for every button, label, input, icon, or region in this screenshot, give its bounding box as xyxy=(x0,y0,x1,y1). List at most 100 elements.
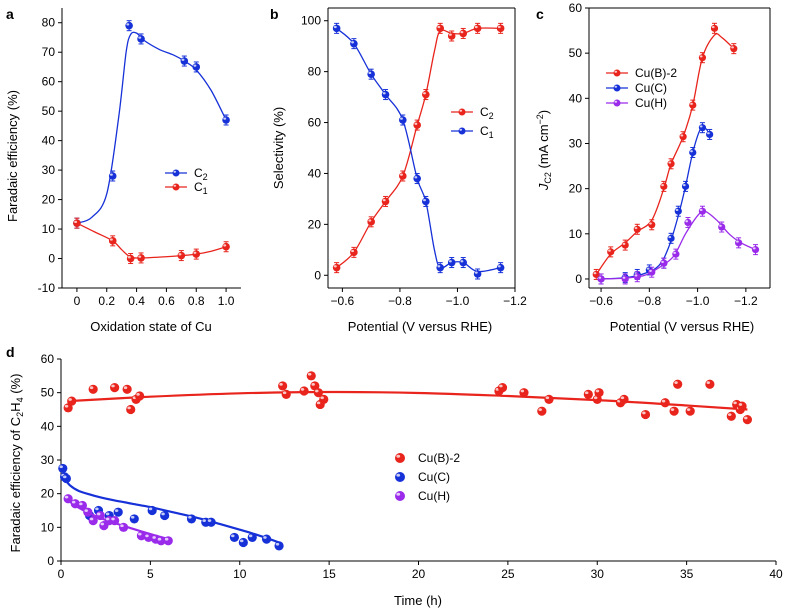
series-c2 xyxy=(73,20,230,229)
series-cu-b-2 xyxy=(63,371,753,425)
data-point xyxy=(667,234,675,242)
y-axis-title-mid: H xyxy=(8,402,23,411)
data-point xyxy=(497,383,508,393)
marker-highlight xyxy=(148,507,153,511)
marker-highlight xyxy=(752,247,756,250)
marker-highlight xyxy=(105,512,110,516)
legend-marker xyxy=(395,472,405,482)
legend-label: Cu(H) xyxy=(635,96,667,110)
marker-highlight xyxy=(674,381,678,385)
data-point xyxy=(648,268,656,276)
data-point xyxy=(621,241,629,249)
marker-highlight xyxy=(89,517,94,521)
data-point xyxy=(186,514,197,524)
marker-highlight xyxy=(161,512,165,516)
marker-fill xyxy=(689,148,697,157)
data-point xyxy=(88,516,98,526)
marker-highlight xyxy=(680,134,684,137)
marker-highlight xyxy=(136,393,140,396)
marker-highlight xyxy=(682,184,686,187)
marker-fill xyxy=(395,472,405,482)
legend-marker xyxy=(458,127,466,135)
marker-fill xyxy=(126,254,135,263)
data-point xyxy=(660,398,670,408)
data-point xyxy=(473,24,482,33)
legend-label-sub: 2 xyxy=(489,111,494,121)
data-point xyxy=(597,275,605,283)
x-axis-title: Oxidation state of Cu xyxy=(90,319,211,334)
panel-letter-c: c xyxy=(536,6,544,22)
marker-highlight xyxy=(95,507,99,511)
marker-highlight xyxy=(622,242,626,245)
data-point xyxy=(108,237,117,245)
y-axis-title-post: (%) xyxy=(8,374,23,398)
data-point xyxy=(660,182,668,190)
marker-fill xyxy=(660,182,668,190)
marker-highlight xyxy=(593,272,597,275)
marker-highlight xyxy=(673,251,676,254)
y-tick-label: 30 xyxy=(569,136,583,150)
legend-label-main: C xyxy=(194,166,203,180)
marker-highlight xyxy=(127,406,131,410)
y-tick-label: 0 xyxy=(575,272,582,286)
marker-fill xyxy=(137,35,145,43)
marker-fill xyxy=(473,270,482,278)
data-point xyxy=(137,254,145,262)
marker-highlight xyxy=(668,235,672,239)
marker-highlight xyxy=(520,389,525,393)
data-point xyxy=(698,124,707,132)
data-point xyxy=(192,63,201,71)
data-point xyxy=(667,160,675,168)
marker-fill xyxy=(332,263,341,272)
data-point xyxy=(633,273,641,281)
x-tick-label: 0 xyxy=(74,294,81,308)
data-point xyxy=(126,254,135,263)
marker-highlight xyxy=(437,265,441,268)
data-point xyxy=(206,517,216,527)
marker-highlight xyxy=(608,249,611,252)
series-line xyxy=(68,390,748,411)
series-cu-c- xyxy=(58,463,284,551)
legend-label-main: C xyxy=(480,124,489,138)
marker-fill xyxy=(613,69,621,77)
data-point xyxy=(436,263,445,272)
series-c1 xyxy=(73,217,230,265)
marker-highlight xyxy=(109,173,113,176)
marker-highlight xyxy=(614,70,618,73)
marker-fill xyxy=(742,415,753,425)
marker-highlight xyxy=(74,220,78,223)
data-point xyxy=(299,386,309,396)
marker-highlight xyxy=(686,408,691,411)
legend-label: Cu(C) xyxy=(635,81,667,95)
axes: 0 5 10 15 20 25 30 35 40 0 10 20 30 40 50 60 xyxy=(41,352,783,581)
data-point xyxy=(422,197,430,206)
y-tick-label: 20 xyxy=(308,217,322,231)
data-point xyxy=(537,406,547,416)
data-point xyxy=(673,379,683,389)
marker-fill xyxy=(395,453,405,463)
data-point xyxy=(261,534,272,544)
data-point xyxy=(681,182,690,190)
legend-label: C1 xyxy=(194,180,208,196)
marker-fill xyxy=(135,391,145,401)
marker-fill xyxy=(660,259,668,267)
data-point xyxy=(350,248,358,257)
panel-b: b Selectivity (%) Potential (V versus RH… xyxy=(270,6,527,334)
marker-highlight xyxy=(690,102,693,105)
data-point xyxy=(77,500,88,511)
y-tick-label: 40 xyxy=(41,419,55,433)
marker-fill xyxy=(619,394,629,404)
marker-highlight xyxy=(275,542,280,546)
legend-label-main: C xyxy=(480,105,489,119)
marker-highlight xyxy=(68,398,72,401)
x-tick-label: 10 xyxy=(233,567,247,581)
legend-marker xyxy=(613,99,621,107)
legend-marker xyxy=(395,491,405,501)
marker-highlight xyxy=(105,517,110,521)
marker-highlight xyxy=(414,122,418,125)
series-cu-h- xyxy=(63,494,173,546)
marker-fill xyxy=(698,54,707,62)
marker-fill xyxy=(735,239,743,247)
marker-fill xyxy=(95,510,105,521)
